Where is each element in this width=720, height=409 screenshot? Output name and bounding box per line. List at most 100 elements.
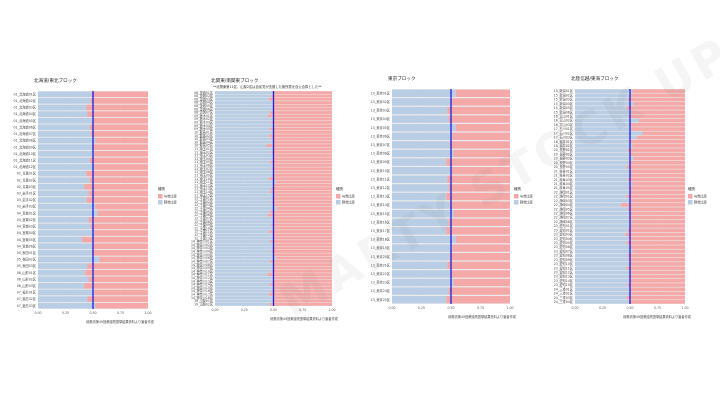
bar-ruling [94, 289, 148, 296]
legend-label: 与党比率 [342, 194, 356, 199]
bar-ruling [271, 137, 332, 141]
bar-opposition [215, 299, 273, 303]
bar-opposition [575, 139, 630, 144]
bar-opposition [215, 111, 270, 114]
y-tick-label: 09_栃木05区 [194, 126, 213, 131]
bar-opposition [38, 302, 96, 309]
legend-swatch [514, 200, 519, 205]
bar-opposition [38, 137, 96, 144]
legend-title: 種別 [336, 186, 344, 191]
bar-ruling [453, 278, 510, 287]
bar-opposition [575, 177, 628, 182]
y-tick-label: 17_石川03区 [554, 136, 574, 140]
bar-opposition [575, 219, 632, 224]
bar-opposition [215, 302, 270, 306]
y-tick-label: 20_長野05区 [554, 164, 574, 169]
y-tick-label: 14_神奈川15区 [191, 285, 213, 290]
bar-opposition [215, 250, 272, 253]
bar-opposition [575, 165, 627, 169]
y-tick-label: 12_千葉08区 [194, 219, 213, 224]
y-tick-label: 24_三重03区 [554, 295, 574, 300]
bar-ruling [89, 157, 148, 164]
chart-caption: 総務省第49回衆議院選挙結果資料より筆者作成 [623, 314, 692, 319]
x-tick-label: 0.75 [117, 311, 124, 315]
bar-opposition [215, 273, 268, 276]
y-tick-label: 14_神奈川06区 [191, 255, 213, 260]
bar-ruling [272, 233, 332, 237]
y-tick-label: 11_埼玉04区 [194, 156, 213, 161]
y-tick-label: 12_千葉13区 [194, 235, 213, 240]
y-tick-label: 01_北海道07区 [14, 131, 37, 136]
bar-opposition [38, 150, 95, 157]
bar-ruling [272, 246, 332, 250]
bar-opposition [575, 148, 628, 152]
bar-opposition [215, 259, 270, 263]
bar-ruling [90, 98, 148, 104]
y-tick-label: 13_東京16区 [371, 219, 391, 224]
bar-opposition [215, 154, 275, 157]
bar-opposition [38, 250, 92, 256]
y-tick-label: 14_神奈川18区 [191, 295, 213, 300]
x-tick-label: 0.50 [89, 311, 96, 315]
bar-ruling [269, 160, 332, 164]
bar-ruling [636, 135, 685, 140]
bar-ruling [628, 114, 685, 119]
y-tick-label: 01_北海道03区 [14, 105, 37, 110]
bar-ruling [452, 132, 510, 140]
bar-opposition [215, 177, 269, 181]
bar-opposition [575, 131, 643, 136]
bar-ruling [453, 149, 510, 158]
y-tick-label: 14_神奈川11区 [191, 272, 213, 277]
bar-ruling [451, 270, 510, 278]
bar-ruling [275, 256, 332, 260]
bar-opposition [575, 190, 630, 195]
bar-ruling [628, 215, 685, 220]
x-tick-label: 0.50 [447, 306, 454, 310]
bar-opposition [575, 253, 628, 258]
bar-ruling [632, 144, 685, 148]
bar-opposition [215, 183, 274, 187]
bar-ruling [269, 190, 332, 194]
bar-opposition [38, 144, 92, 150]
y-tick-label: 13_東京05区 [371, 125, 391, 130]
bar-ruling [630, 152, 685, 157]
bar-opposition [575, 127, 632, 131]
y-tick-label: 21_岐阜03区 [554, 177, 574, 182]
bar-opposition [215, 187, 272, 190]
bar-opposition [392, 175, 448, 183]
y-tick-label: 21_岐阜01区 [554, 168, 574, 173]
x-tick-label: 0.00 [211, 308, 218, 312]
y-tick-label: 13_東京21区 [371, 262, 391, 267]
bar-opposition [215, 230, 269, 233]
y-tick-label: 23_愛知06区 [554, 244, 574, 249]
bar-ruling [272, 173, 332, 177]
y-tick-label: 12_千葉11区 [194, 229, 213, 234]
y-tick-label: 14_神奈川08区 [191, 262, 213, 267]
y-tick-label: 14_神奈川16区 [191, 288, 213, 293]
y-tick-label: 22_静岡01区 [554, 189, 574, 194]
legend-swatch [688, 200, 693, 205]
y-tick-label: 11_埼玉03区 [194, 153, 213, 158]
bar-opposition [38, 197, 87, 203]
y-tick-label: 01_北海道10区 [14, 151, 37, 156]
chart-caption: 総務省第49回衆議院選挙結果資料より筆者作成 [270, 316, 339, 321]
bar-ruling [621, 203, 685, 207]
y-tick-label: 13_東京14区 [371, 202, 391, 207]
y-tick-label: 07_福島02区 [17, 296, 37, 301]
bar-opposition [575, 97, 628, 102]
bar-ruling [446, 227, 510, 235]
y-tick-label: 09_栃木04区 [194, 123, 213, 128]
bar-ruling [628, 236, 685, 241]
y-tick-label: 24_三重04区 [554, 299, 574, 304]
bar-opposition [215, 269, 272, 273]
y-tick-label: 11_埼玉13区 [194, 186, 213, 191]
bar-opposition [215, 117, 274, 121]
bar-ruling [273, 203, 332, 207]
y-tick-label: 13_東京02区 [371, 99, 391, 104]
y-tick-label: 14_神奈川10区 [191, 268, 213, 273]
bar-ruling [625, 232, 685, 237]
bar-opposition [215, 137, 272, 141]
bar-ruling [455, 235, 510, 244]
bar-opposition [215, 266, 274, 270]
y-tick-label: 13_東京23区 [371, 280, 391, 285]
